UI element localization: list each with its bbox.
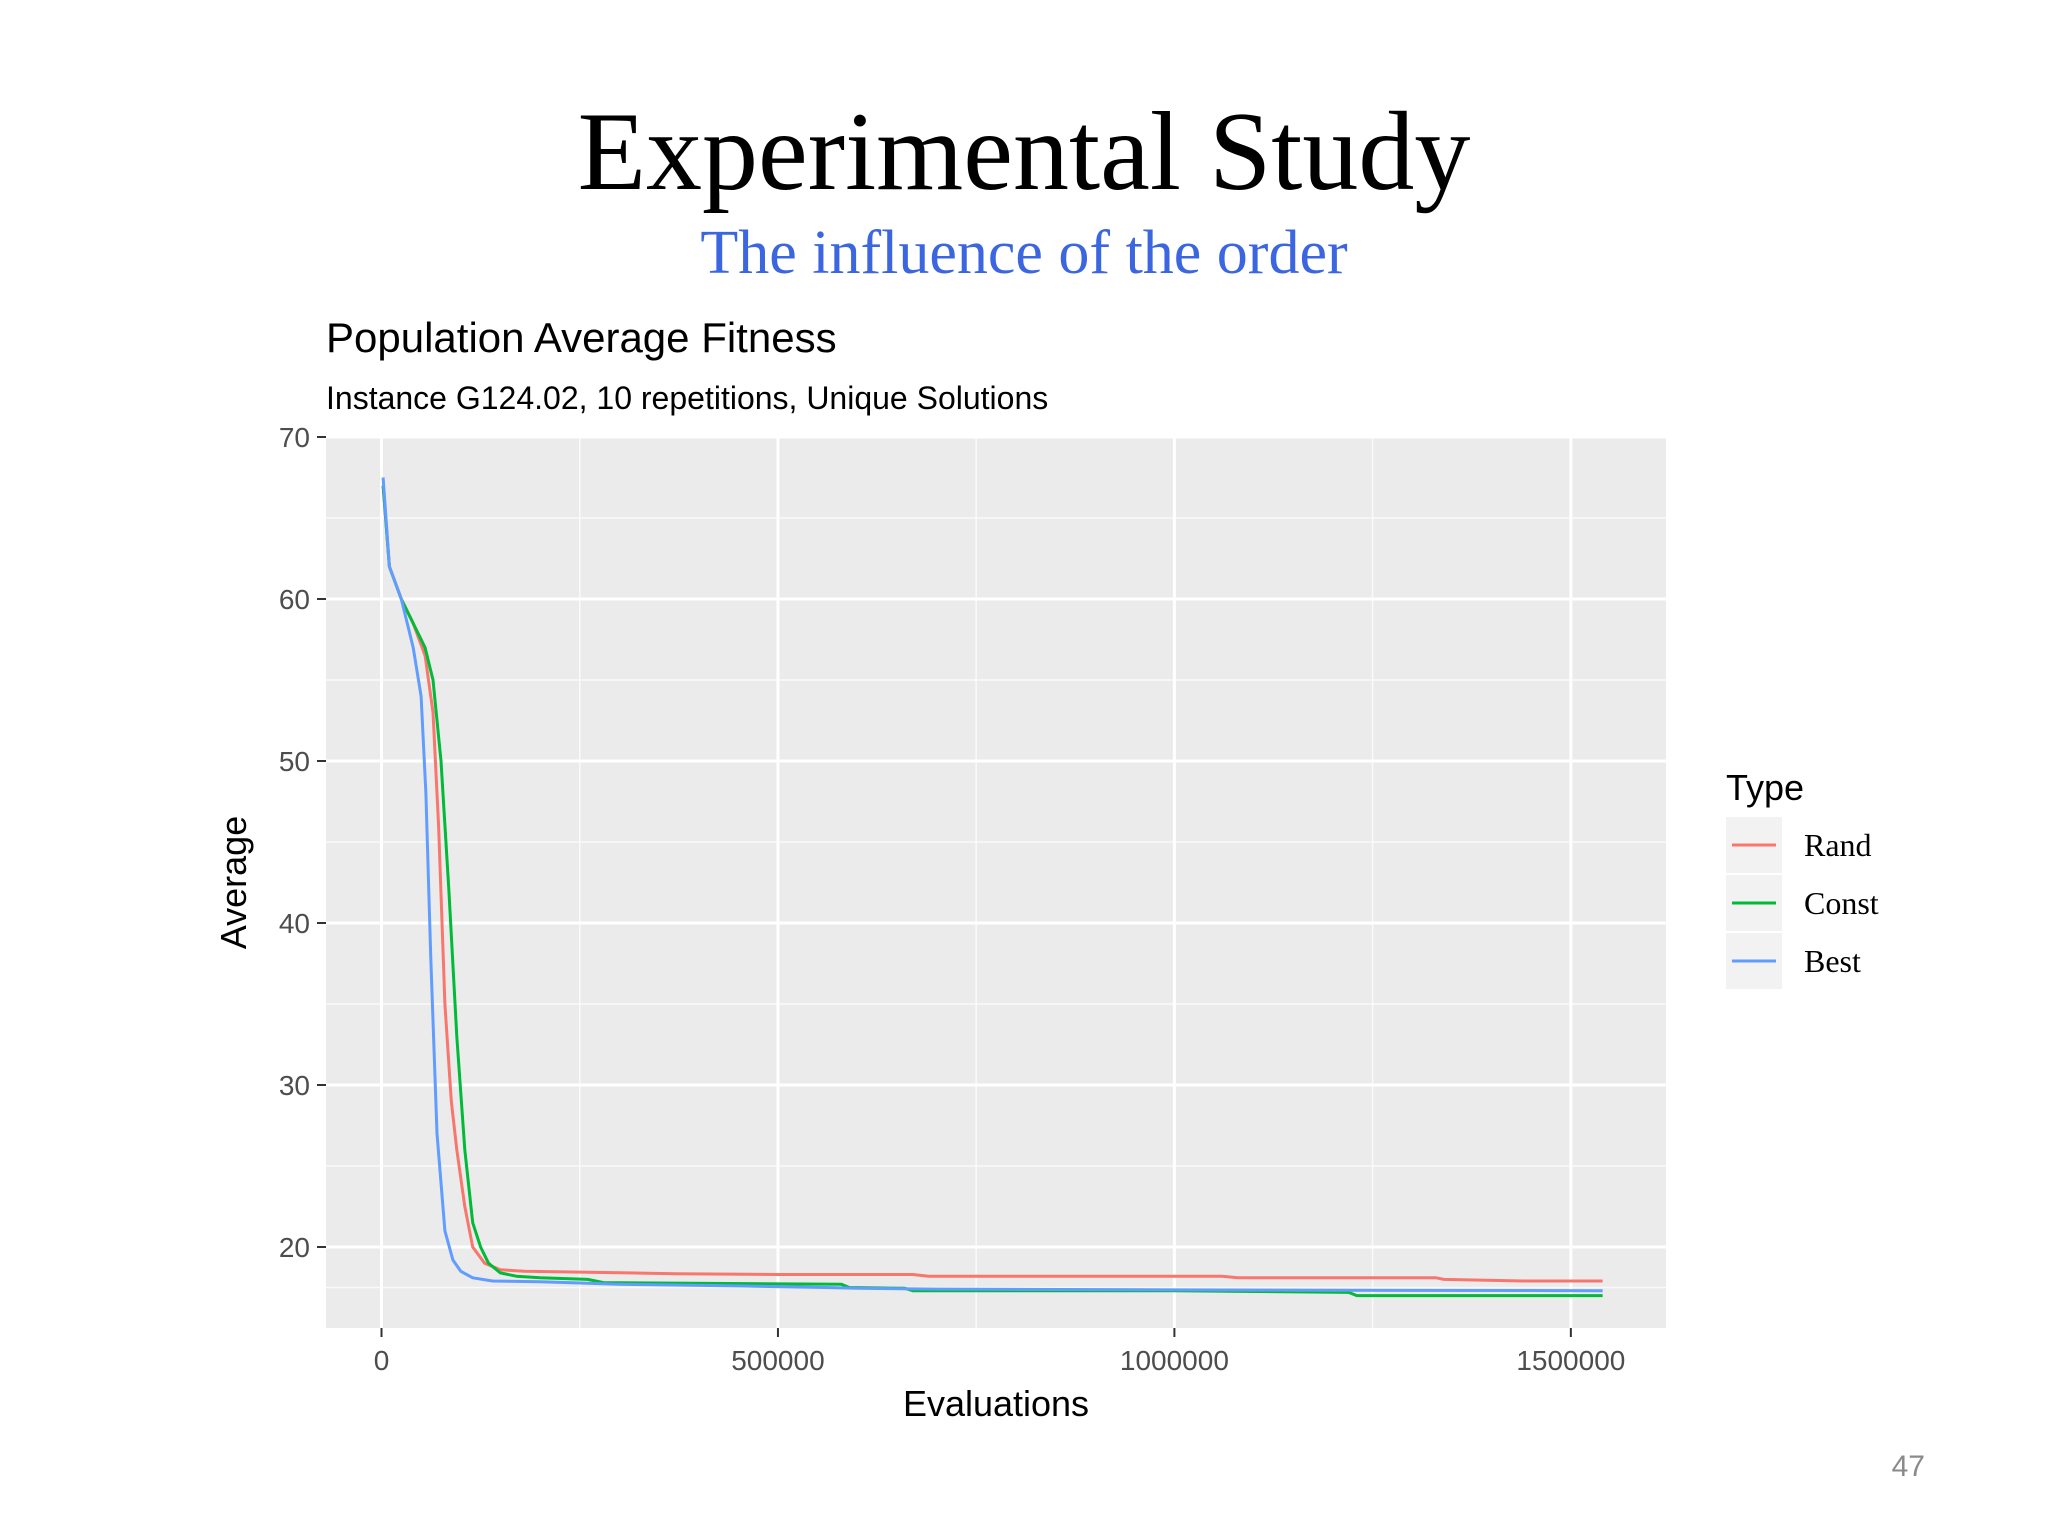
legend-label-rand: Rand: [1804, 827, 1872, 863]
minor-gridlines: [326, 437, 1666, 1328]
legend-label-const: Const: [1804, 885, 1879, 921]
y-tick-label: 40: [279, 908, 310, 939]
x-tick-label: 500000: [731, 1345, 824, 1376]
y-axis-title: Average: [213, 816, 254, 949]
legend-label-best: Best: [1804, 943, 1861, 979]
page-number: 47: [1891, 1450, 1925, 1483]
y-tick-label: 50: [279, 746, 310, 777]
y-tick-label: 60: [279, 584, 310, 615]
x-axis: 0 500000 1000000 1500000: [374, 1328, 1625, 1376]
y-axis: 20 30 40 50 60 70: [279, 422, 326, 1263]
series-line-best: [381, 477, 1603, 1293]
series-lines: [381, 477, 1603, 1298]
series-line-rand: [381, 485, 1603, 1283]
y-tick-label: 20: [279, 1232, 310, 1263]
x-tick-label: 0: [374, 1345, 390, 1376]
x-tick-label: 1500000: [1516, 1345, 1625, 1376]
legend-title: Type: [1726, 767, 1804, 808]
legend: Type Rand Const Best: [1726, 767, 1879, 989]
chart-subtitle: Instance G124.02, 10 repetitions, Unique…: [326, 380, 1049, 416]
y-tick-label: 70: [279, 422, 310, 453]
x-axis-title: Evaluations: [903, 1383, 1089, 1424]
chart-title: Population Average Fitness: [326, 314, 837, 361]
major-gridlines: [326, 435, 1666, 1328]
slide-subtitle: The influence of the order: [700, 219, 1348, 287]
x-tick-label: 1000000: [1120, 1345, 1229, 1376]
y-tick-label: 30: [279, 1070, 310, 1101]
slide-title: Experimental Study: [577, 90, 1471, 214]
plot-panel: [326, 437, 1666, 1328]
